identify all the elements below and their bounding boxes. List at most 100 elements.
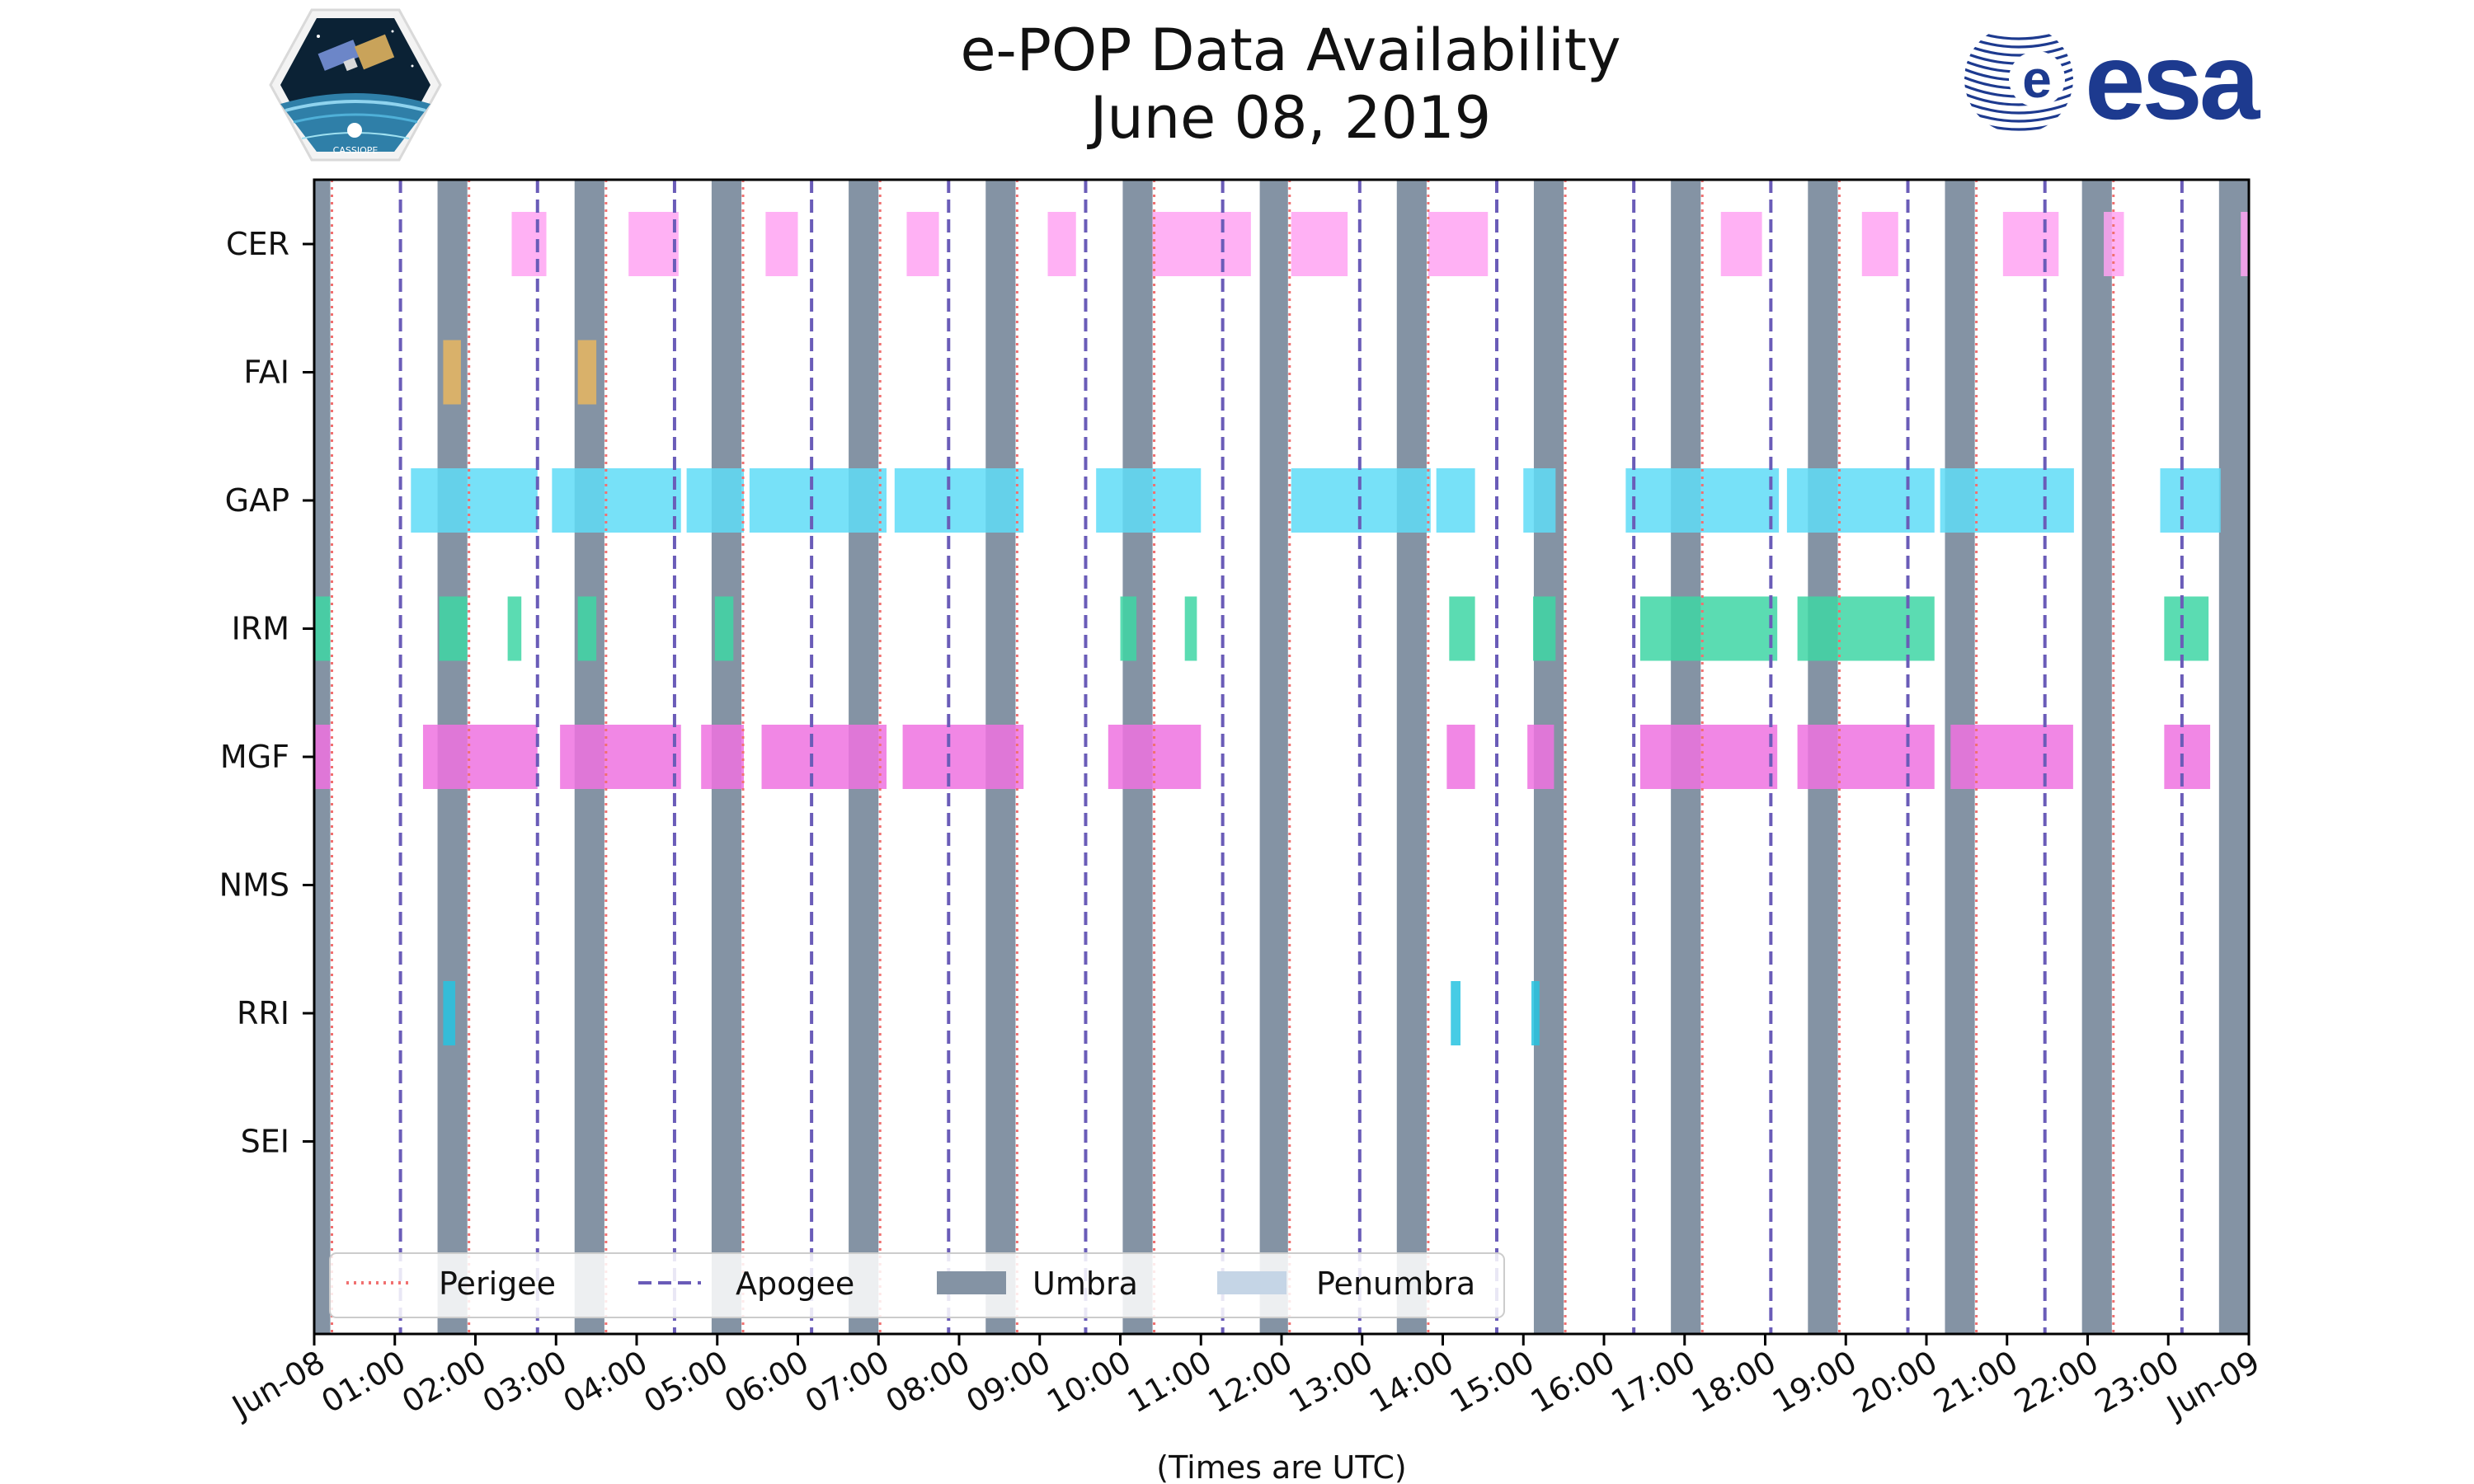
y-tick-label-rri: RRI <box>237 995 289 1031</box>
bar-mgf-11 <box>1950 725 2073 789</box>
bar-mgf-9 <box>1639 725 1778 789</box>
bar-cer-4 <box>1047 212 1076 276</box>
legend-umbra-swatch <box>937 1271 1006 1294</box>
y-tick-label-mgf: MGF <box>220 739 289 775</box>
x-tick-label-0: Jun-08 <box>225 1344 332 1426</box>
availability-bars <box>314 212 2249 1045</box>
bar-irm-2 <box>507 596 522 661</box>
bar-irm-8 <box>1532 596 1556 661</box>
bar-mgf-3 <box>701 725 745 789</box>
bar-gap-5 <box>1096 468 1202 533</box>
bar-irm-0 <box>314 596 331 661</box>
bar-irm-6 <box>1184 596 1197 661</box>
bar-rri-1 <box>1451 981 1461 1045</box>
chart-title-block: e-POP Data Availability June 08, 2019 <box>0 16 2474 152</box>
x-tick-label-22: 22:00 <box>2008 1344 2105 1421</box>
bar-fai-1 <box>577 340 597 405</box>
bar-cer-5 <box>1152 212 1251 276</box>
legend-penumbra-swatch <box>1217 1271 1286 1294</box>
bar-mgf-8 <box>1527 725 1554 789</box>
y-tick-label-fai: FAI <box>243 355 289 391</box>
x-tick-label-11: 11:00 <box>1122 1344 1218 1421</box>
bar-fai-0 <box>443 340 461 405</box>
y-axis: CER FAI GAP IRM MGF NMS RRI SEI <box>219 226 314 1160</box>
bar-cer-11 <box>2104 212 2124 276</box>
legend-perigee-label: Perigee <box>439 1266 556 1302</box>
bar-gap-11 <box>1940 468 2074 533</box>
bar-mgf-5 <box>902 725 1024 789</box>
x-tick-label-13: 13:00 <box>1282 1344 1379 1421</box>
bar-irm-10 <box>1797 596 1935 661</box>
bar-cer-0 <box>511 212 547 276</box>
bar-mgf-10 <box>1797 725 1935 789</box>
bar-rri-2 <box>1531 981 1540 1045</box>
y-tick-label-nms: NMS <box>219 867 289 904</box>
x-tick-label-24: Jun-09 <box>2160 1344 2266 1426</box>
x-tick-label-20: 20:00 <box>1847 1344 1944 1421</box>
x-tick-label-12: 12:00 <box>1202 1344 1299 1421</box>
bar-cer-6 <box>1291 212 1348 276</box>
bar-cer-2 <box>765 212 798 276</box>
x-tick-label-18: 18:00 <box>1686 1344 1782 1421</box>
x-tick-label-6: 06:00 <box>718 1344 815 1421</box>
x-tick-label-8: 08:00 <box>880 1344 976 1421</box>
bar-mgf-0 <box>314 725 331 789</box>
bar-gap-10 <box>1786 468 1935 533</box>
bar-cer-7 <box>1427 212 1489 276</box>
svg-text:e: e <box>2022 49 2052 109</box>
bar-irm-9 <box>1639 596 1778 661</box>
bar-gap-1 <box>552 468 681 533</box>
x-tick-label-10: 10:00 <box>1041 1344 1137 1421</box>
x-tick-label-5: 05:00 <box>637 1344 734 1421</box>
bar-irm-5 <box>1120 596 1137 661</box>
x-axis: Jun-0801:0002:0003:0004:0005:0006:0007:0… <box>225 1334 2266 1426</box>
chart-title: e-POP Data Availability <box>960 16 1621 84</box>
x-tick-label-17: 17:00 <box>1605 1344 1701 1421</box>
x-tick-label-2: 02:00 <box>396 1344 492 1421</box>
bar-mgf-12 <box>2164 725 2211 789</box>
legend-penumbra-label: Penumbra <box>1316 1266 1475 1302</box>
orbit-event-lines <box>331 180 2184 1334</box>
x-tick-label-9: 09:00 <box>960 1344 1056 1421</box>
x-tick-label-1: 01:00 <box>315 1344 412 1421</box>
esa-logo: e esa <box>1964 21 2265 137</box>
bar-rri-0 <box>443 981 456 1045</box>
bar-gap-3 <box>749 468 887 533</box>
legend-apogee-label: Apogee <box>736 1266 854 1302</box>
x-tick-label-15: 15:00 <box>1444 1344 1540 1421</box>
bar-gap-7 <box>1436 468 1475 533</box>
x-tick-label-14: 14:00 <box>1363 1344 1460 1421</box>
bar-irm-4 <box>714 596 734 661</box>
bar-gap-0 <box>411 468 538 533</box>
bar-gap-8 <box>1523 468 1556 533</box>
bar-cer-8 <box>1720 212 1762 276</box>
bar-gap-4 <box>894 468 1024 533</box>
bar-mgf-7 <box>1446 725 1475 789</box>
bar-gap-12 <box>2160 468 2221 533</box>
x-tick-label-16: 16:00 <box>1525 1344 1621 1421</box>
umbra-band-14 <box>2218 180 2249 1334</box>
umbra-band-7 <box>1259 180 1288 1334</box>
cassiope-logo-text: CASSIOPE <box>333 145 379 156</box>
esa-logo-text: esa <box>2085 21 2261 137</box>
bar-gap-2 <box>686 468 745 533</box>
legend-box <box>329 1252 1505 1318</box>
x-tick-label-3: 03:00 <box>477 1344 573 1421</box>
bar-mgf-6 <box>1108 725 1202 789</box>
x-tick-label-21: 21:00 <box>1927 1344 2024 1421</box>
legend: Perigee Apogee Umbra Penumbra <box>329 1252 1505 1318</box>
bar-irm-7 <box>1449 596 1475 661</box>
y-tick-label-cer: CER <box>226 226 289 262</box>
bar-cer-1 <box>628 212 679 276</box>
x-tick-label-4: 04:00 <box>557 1344 654 1421</box>
bar-mgf-4 <box>761 725 887 789</box>
x-tick-label-19: 19:00 <box>1766 1344 1863 1421</box>
cassiope-logo: CASSIOPE <box>269 8 442 162</box>
chart-subtitle: June 08, 2019 <box>1089 84 1492 152</box>
y-tick-label-sei: SEI <box>241 1124 289 1160</box>
umbra-band-13 <box>2081 180 2112 1334</box>
y-tick-label-irm: IRM <box>232 611 289 647</box>
bar-cer-12 <box>2241 212 2249 276</box>
umbra-band-8 <box>1396 180 1427 1334</box>
